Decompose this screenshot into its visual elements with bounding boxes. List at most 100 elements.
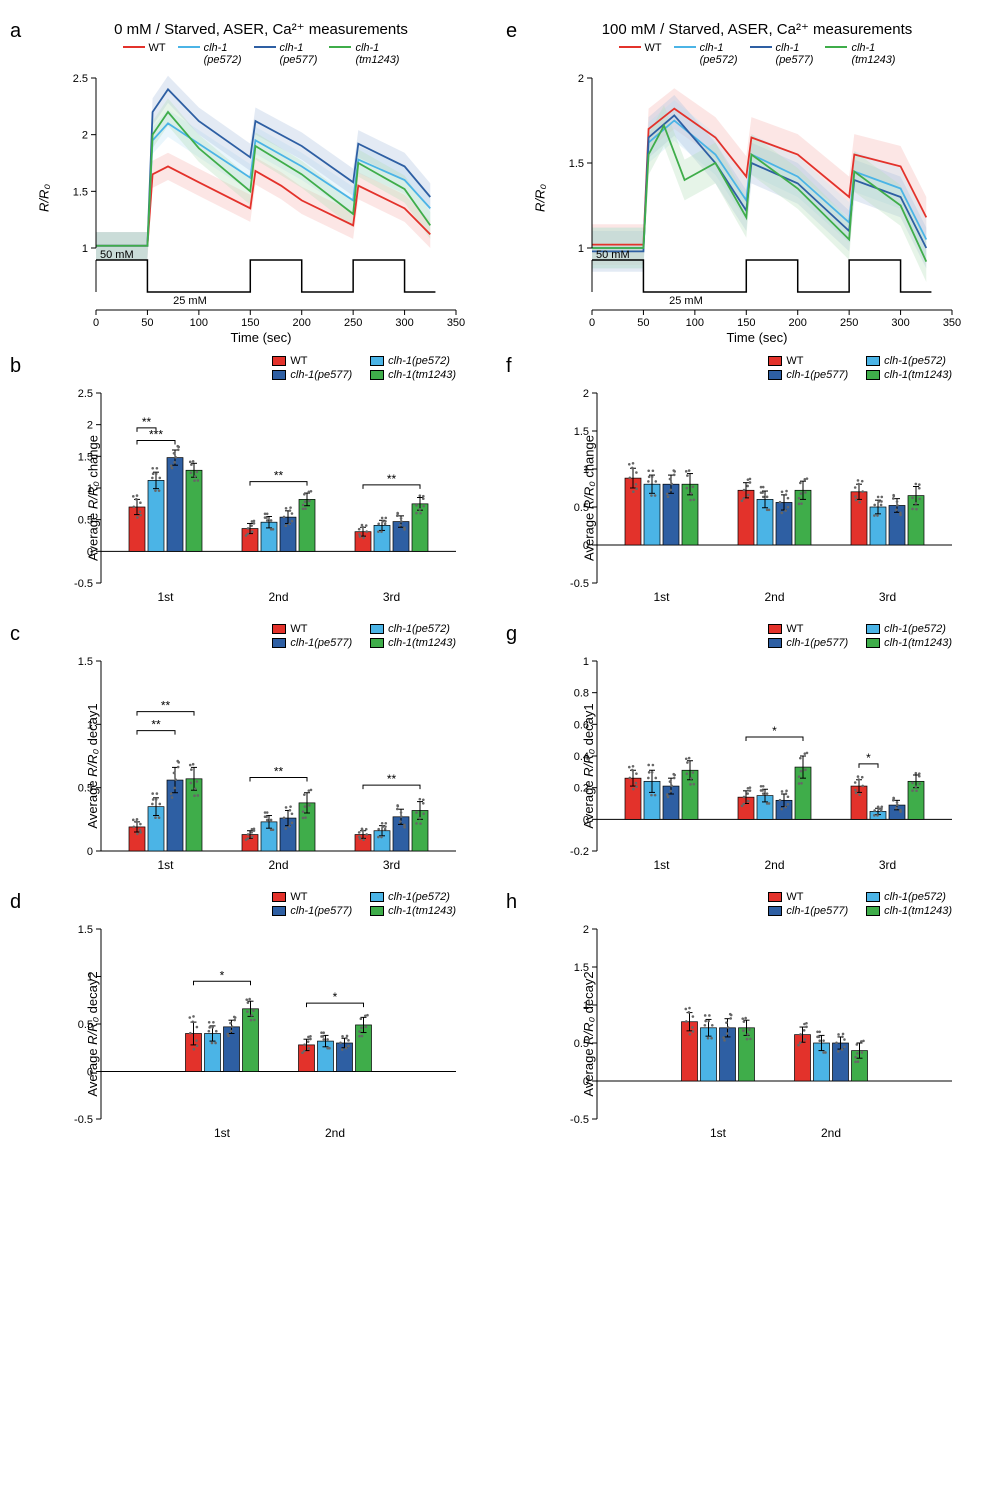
data-point — [158, 816, 161, 819]
data-point — [804, 478, 807, 481]
group-label: 3rd — [383, 590, 400, 604]
data-point — [860, 1040, 863, 1043]
group-label: 1st — [157, 590, 174, 604]
data-point — [647, 764, 650, 767]
data-point — [707, 1037, 710, 1040]
legend-item-pe572: clh-1(pe572) — [370, 623, 456, 635]
data-point — [710, 1037, 713, 1040]
data-point — [347, 1045, 350, 1048]
data-point — [345, 1037, 348, 1040]
legend-item-pe572: clh-1(pe572) — [674, 42, 738, 66]
stim-lo-label: 25 mM — [173, 295, 207, 307]
data-point — [689, 783, 692, 786]
data-point — [422, 798, 425, 801]
data-point — [151, 803, 154, 806]
data-point — [303, 793, 306, 796]
data-point — [876, 514, 879, 517]
data-point — [215, 1030, 218, 1033]
data-point — [785, 493, 788, 496]
data-point — [422, 495, 425, 498]
panel-label: f — [506, 355, 512, 378]
data-point — [380, 836, 383, 839]
legend-swatch — [619, 46, 641, 48]
group-label: 3rd — [879, 590, 896, 604]
data-point — [918, 772, 921, 775]
data-point — [285, 507, 288, 510]
bar-3rd-tm1243 — [412, 504, 428, 552]
data-point — [635, 785, 638, 788]
panel-label: b — [10, 355, 21, 378]
data-point — [288, 523, 291, 526]
legend-item-pe572: clh-1(pe572) — [866, 355, 952, 367]
legend-label: clh-1(pe572) — [884, 891, 946, 903]
data-point — [854, 486, 857, 489]
legend-swatch — [370, 356, 384, 366]
data-point — [818, 1036, 821, 1039]
legend-swatch — [674, 46, 696, 48]
data-point — [896, 504, 899, 507]
data-point — [400, 811, 403, 814]
data-point — [284, 525, 287, 528]
data-point — [384, 517, 387, 520]
data-point — [915, 786, 918, 789]
bar-legend: WTclh-1(pe572)clh-1(pe577)clh-1(tm1243) — [46, 891, 476, 917]
data-point — [843, 1045, 846, 1048]
data-point — [191, 1020, 194, 1023]
data-point — [230, 1030, 233, 1033]
data-point — [264, 512, 267, 515]
legend-swatch — [825, 46, 847, 48]
y-tick-label: 1.5 — [78, 656, 93, 668]
bar-chart: -0.200.20.40.60.811st2nd3rd** — [542, 651, 962, 881]
data-point — [760, 486, 763, 489]
data-point — [173, 787, 176, 790]
legend-swatch — [370, 624, 384, 634]
data-point — [307, 1047, 310, 1050]
data-point — [211, 1026, 214, 1029]
legend-item-pe577: clh-1(pe577) — [750, 42, 814, 66]
data-point — [766, 802, 769, 805]
data-point — [673, 474, 676, 477]
group-label: 3rd — [383, 858, 400, 872]
data-point — [158, 477, 161, 480]
data-point — [855, 499, 858, 502]
x-tick-label: 100 — [686, 317, 704, 328]
data-point — [688, 757, 691, 760]
data-point — [761, 789, 764, 792]
data-point — [635, 487, 638, 490]
data-point — [192, 763, 195, 766]
data-point — [302, 508, 305, 511]
data-point — [857, 479, 860, 482]
data-point — [403, 826, 406, 829]
data-point — [667, 495, 670, 498]
data-point — [837, 1033, 840, 1036]
data-point — [666, 493, 669, 496]
data-point — [816, 1030, 819, 1033]
chart-box: R/R₀11.522.550 mM25 mM050100150200250300… — [46, 68, 476, 328]
data-point — [245, 534, 248, 537]
legend-swatch — [866, 370, 880, 380]
data-point — [748, 1028, 751, 1031]
data-point — [746, 1038, 749, 1041]
data-point — [652, 469, 655, 472]
data-point — [302, 504, 305, 507]
data-point — [377, 523, 380, 526]
data-point — [670, 785, 673, 788]
data-point — [365, 828, 368, 831]
data-point — [743, 1020, 746, 1023]
data-point — [377, 828, 380, 831]
data-point — [171, 796, 174, 799]
data-point — [190, 768, 193, 771]
group-label: 2nd — [821, 1126, 841, 1140]
legend-swatch — [866, 906, 880, 916]
data-point — [339, 1042, 342, 1045]
stimulus-trace — [96, 260, 435, 292]
panel-title: 100 mM / Starved, ASER, Ca²⁺ measurement… — [542, 20, 972, 38]
group-label: 1st — [214, 1126, 231, 1140]
data-point — [723, 1039, 726, 1042]
group-label: 2nd — [764, 590, 784, 604]
legend-label: WT — [290, 891, 307, 903]
data-point — [415, 504, 418, 507]
data-point — [896, 801, 899, 804]
data-point — [780, 808, 783, 811]
y-tick-label: 0.8 — [574, 688, 589, 700]
